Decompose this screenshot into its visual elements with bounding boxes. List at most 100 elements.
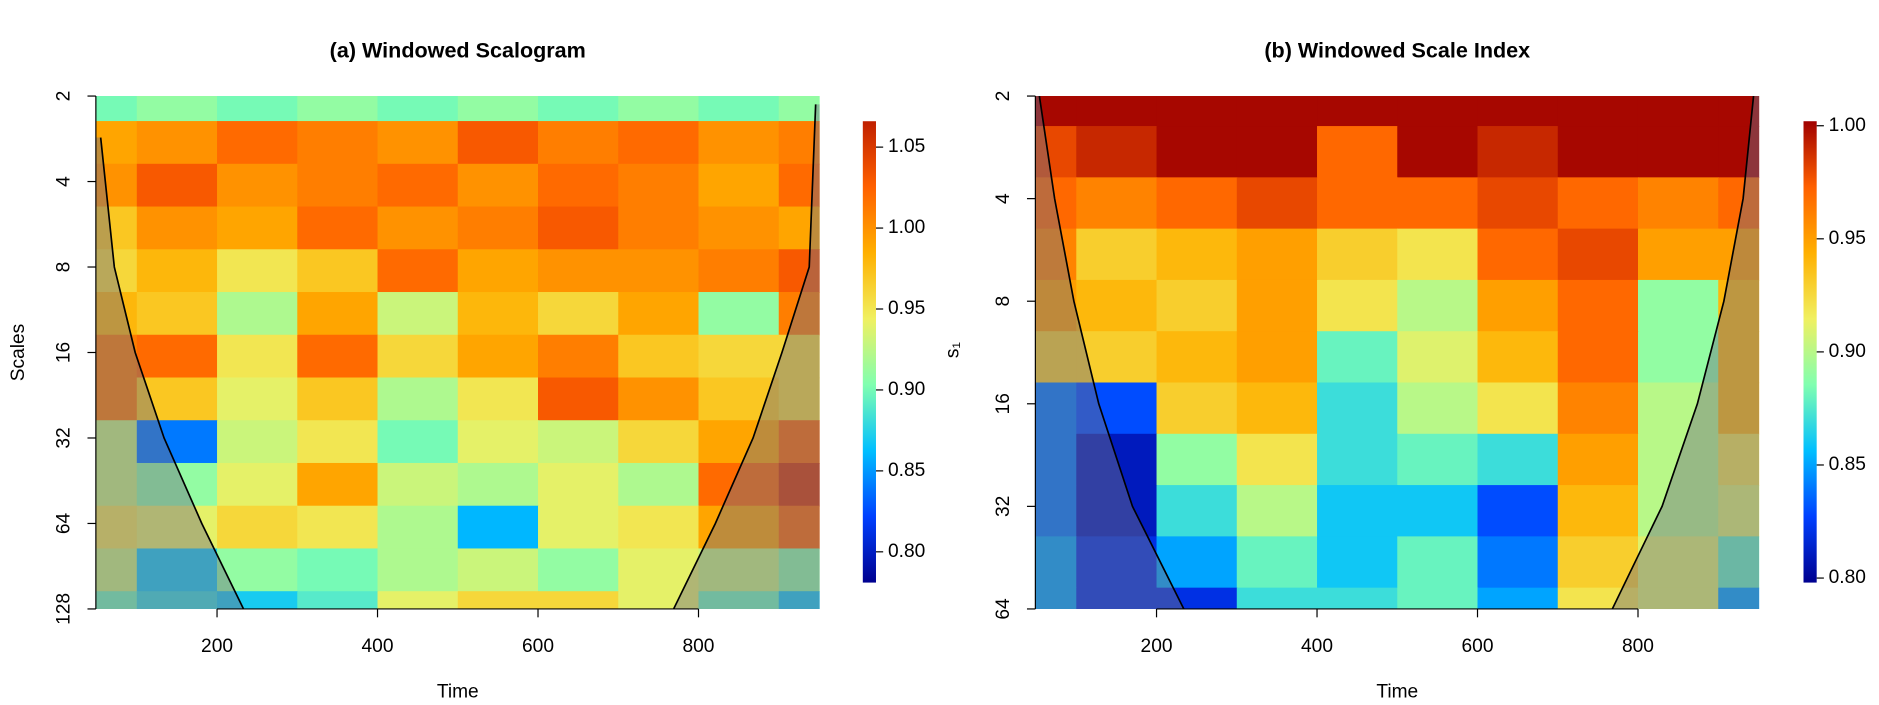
heatmap-cell: [1637, 279, 1719, 332]
x-tick-label: 600: [1462, 636, 1494, 657]
heatmap-cell: [136, 548, 218, 592]
heatmap-cell: [538, 377, 619, 421]
heatmap-cell: [1557, 228, 1639, 281]
heatmap-cell: [1397, 279, 1479, 332]
heatmap-cell: [1236, 331, 1318, 384]
heatmap-cell: [377, 249, 459, 293]
heatmap-cell: [1637, 228, 1719, 281]
y-tick-label: 4: [54, 176, 75, 187]
heatmap-cell: [457, 462, 539, 507]
heatmap-cell: [698, 206, 780, 250]
heatmap-cell: [1397, 228, 1479, 281]
heatmap-cell: [1035, 126, 1078, 179]
heatmap-cell: [778, 377, 820, 421]
heatmap-cell: [1317, 96, 1398, 127]
x-tick-label: 800: [1622, 636, 1654, 657]
heatmap-cell: [1397, 433, 1479, 486]
heatmap-cell: [136, 292, 218, 336]
heatmap-cell: [1397, 382, 1479, 435]
heatmap-cell: [1557, 382, 1639, 435]
heatmap-cell: [297, 96, 379, 122]
heatmap-cell: [1397, 126, 1479, 179]
heatmap-cell: [1156, 177, 1238, 230]
x-axis-label: Time: [1376, 682, 1418, 703]
heatmap-cell: [1477, 587, 1559, 609]
heatmap-cell: [297, 505, 379, 550]
heatmap-cell: [95, 548, 138, 592]
heatmap-cell: [297, 377, 379, 421]
heatmap-cell: [618, 591, 700, 609]
heatmap-cell: [698, 420, 780, 464]
heatmap-cell: [136, 96, 218, 122]
heatmap-cell: [136, 206, 218, 250]
heatmap-cell: [1477, 177, 1559, 230]
y-tick-label: 4: [993, 193, 1014, 204]
heatmap-cell: [217, 292, 298, 336]
heatmap-cell: [698, 96, 780, 122]
heatmap-cell: [1156, 485, 1238, 538]
heatmap-cell: [1317, 228, 1398, 281]
heatmap-cell: [217, 420, 298, 464]
coi-shade: [95, 137, 244, 609]
heatmap-cell: [377, 377, 459, 421]
x-axis-label: Time: [437, 682, 479, 703]
x-tick-label: 200: [1141, 636, 1173, 657]
heatmap-cell: [217, 163, 298, 208]
heatmap-cell: [1156, 382, 1238, 435]
coi-shade: [1035, 96, 1184, 609]
heatmap-cell: [95, 462, 138, 507]
heatmap-cell: [1317, 587, 1398, 609]
heatmap-cell: [698, 249, 780, 293]
heatmap-cell: [297, 462, 379, 507]
heatmap-cell: [618, 292, 700, 336]
y-tick-label: 64: [54, 512, 75, 534]
heatmap-cell: [457, 163, 539, 208]
heatmap-cell: [1035, 228, 1078, 281]
heatmap-cell: [1317, 485, 1398, 538]
heatmap-cell: [1557, 433, 1639, 486]
heatmap-cell: [778, 505, 820, 550]
heatmap-cell: [95, 249, 138, 293]
heatmap-cell: [1236, 536, 1318, 589]
heatmap-cell: [1076, 177, 1158, 230]
heatmap-cell: [618, 163, 700, 208]
heatmap-cell: [457, 420, 539, 464]
heatmap-cell: [1035, 382, 1078, 435]
heatmap-cell: [1718, 126, 1760, 179]
heatmap-cell: [1718, 228, 1760, 281]
colorbar-tick-label: 1.05: [888, 136, 925, 157]
heatmap-cell: [1397, 587, 1479, 609]
heatmap-cell: [698, 334, 780, 379]
heatmap-cell: [778, 249, 820, 293]
colorbar-tick-label: 0.85: [1829, 454, 1866, 475]
heatmap-cell: [136, 249, 218, 293]
heatmap-cell: [377, 420, 459, 464]
heatmap-cell: [1035, 485, 1078, 538]
heatmap-cell: [1477, 279, 1559, 332]
heatmap-cell: [1156, 587, 1238, 609]
heatmap-cell: [457, 249, 539, 293]
heatmap-cell: [1236, 433, 1318, 486]
heatmap-cell: [1076, 587, 1158, 609]
heatmap-cell: [1637, 536, 1719, 589]
heatmap-cell: [457, 206, 539, 250]
colorbar: [862, 121, 876, 583]
heatmap-cell: [136, 591, 218, 609]
heatmap-cell: [1156, 228, 1238, 281]
heatmap-cell: [1397, 96, 1479, 127]
heatmap-cell: [538, 206, 619, 250]
heatmap-cell: [1317, 382, 1398, 435]
heatmap-cell: [698, 163, 780, 208]
heatmap-cell: [1076, 279, 1158, 332]
coi-line: [1038, 96, 1755, 609]
heatmap-cell: [1236, 485, 1318, 538]
colorbar-tick-label: 1.00: [888, 217, 925, 238]
heatmap-cell: [1557, 96, 1639, 127]
y-tick-label: 32: [993, 496, 1014, 517]
heatmap-cell: [1035, 279, 1078, 332]
heatmap-cell: [457, 121, 539, 165]
heatmap-cell: [1557, 587, 1639, 609]
heatmap-cell: [1477, 485, 1559, 538]
colorbar-tick-label: 0.90: [1829, 341, 1866, 362]
